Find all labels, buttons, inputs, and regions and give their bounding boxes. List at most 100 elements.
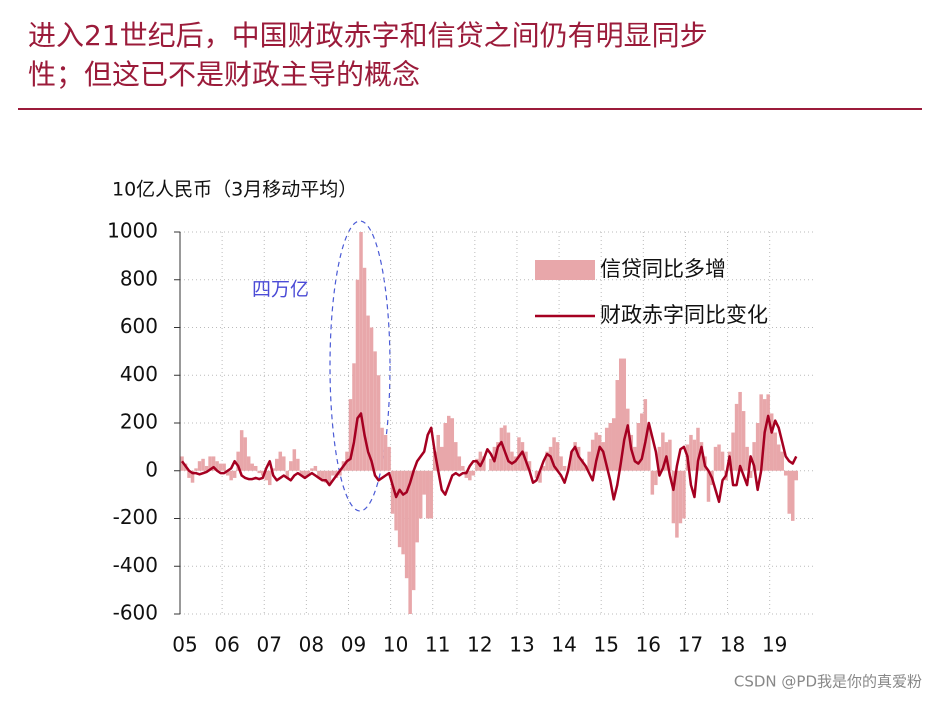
bar <box>285 470 290 478</box>
bar <box>355 279 360 471</box>
x-tick-label: 17 <box>678 633 703 657</box>
bar <box>745 446 749 471</box>
bar <box>313 465 318 471</box>
bar <box>324 470 328 483</box>
bar <box>699 442 704 471</box>
bar <box>278 451 283 471</box>
bar <box>482 456 486 471</box>
bar <box>587 451 591 471</box>
bar <box>489 458 493 471</box>
x-tick-label: 13 <box>509 633 534 657</box>
x-tick-label: 18 <box>720 633 745 657</box>
bar <box>597 434 602 471</box>
bar <box>573 442 577 471</box>
bar <box>766 394 770 471</box>
bar <box>615 380 619 471</box>
bar <box>454 442 458 471</box>
bar <box>383 434 388 471</box>
bar <box>513 456 518 471</box>
bar <box>390 470 395 514</box>
bar <box>650 470 655 495</box>
bar <box>380 427 384 471</box>
bar <box>590 439 595 471</box>
bar <box>429 470 433 519</box>
bar <box>713 446 718 471</box>
bar <box>369 327 374 471</box>
bar <box>218 463 223 471</box>
bar <box>654 470 658 486</box>
bar <box>439 446 444 471</box>
bar <box>773 432 777 471</box>
bar <box>296 458 300 471</box>
bar <box>611 418 616 471</box>
bar <box>253 465 258 471</box>
bar <box>299 470 304 476</box>
bar <box>190 470 195 483</box>
bar <box>562 465 567 471</box>
x-tick-label: 08 <box>299 633 324 657</box>
bar <box>678 470 683 524</box>
x-tick-label: 19 <box>762 633 787 657</box>
bar <box>671 470 676 524</box>
bar <box>790 470 795 521</box>
bar <box>478 451 483 471</box>
bar <box>292 449 297 471</box>
bar <box>534 470 539 478</box>
bar <box>682 470 686 519</box>
bar <box>362 267 367 471</box>
bar <box>408 470 412 614</box>
y-tick-label: 400 <box>120 362 158 386</box>
bar <box>204 465 209 471</box>
bar <box>271 468 276 471</box>
bar <box>197 461 202 471</box>
bar <box>510 451 514 471</box>
annotation: 四万亿 <box>252 279 309 301</box>
bar <box>404 470 409 579</box>
bar <box>636 423 641 471</box>
bar <box>675 470 679 538</box>
bar <box>267 470 272 486</box>
bar <box>569 451 574 471</box>
bar <box>338 470 342 476</box>
y-tick-label: 600 <box>120 314 158 338</box>
bar <box>443 423 448 471</box>
bar <box>366 315 370 471</box>
bar <box>436 434 440 471</box>
bar <box>752 442 756 471</box>
bar <box>520 442 525 471</box>
bar <box>604 427 609 471</box>
bar <box>499 427 504 471</box>
bar <box>432 451 437 471</box>
bar <box>748 470 753 478</box>
bar <box>373 351 377 471</box>
bar <box>696 427 700 471</box>
y-tick-label: 0 <box>145 457 158 481</box>
legend-swatch <box>535 260 595 280</box>
y-axis-label: 10亿人民币（3月移动平均） <box>112 179 357 201</box>
bar <box>250 463 254 471</box>
bar <box>647 427 651 471</box>
bar <box>376 375 381 471</box>
bar <box>559 456 563 471</box>
x-tick-label: 10 <box>383 633 408 657</box>
bar <box>243 437 247 471</box>
bar <box>506 432 511 471</box>
bar <box>461 465 465 471</box>
bar <box>776 444 781 471</box>
y-tick-label: -600 <box>113 601 158 625</box>
bar <box>450 418 455 471</box>
bar <box>447 415 451 471</box>
x-tick-label: 07 <box>257 633 282 657</box>
bar <box>580 458 584 471</box>
x-tick-label: 05 <box>172 633 197 657</box>
bar <box>317 470 321 478</box>
title-line: 进入21世纪后，中国财政赤字和信贷之间仍有明显同步性；但这已不是财政主导的概念 <box>28 19 708 91</box>
bar <box>517 437 521 471</box>
bar <box>394 470 398 531</box>
bar <box>668 439 672 471</box>
bar <box>731 432 735 471</box>
bar <box>594 432 598 471</box>
bar <box>738 391 742 471</box>
highlight-ellipse <box>329 220 391 512</box>
x-tick-label: 11 <box>425 633 450 657</box>
